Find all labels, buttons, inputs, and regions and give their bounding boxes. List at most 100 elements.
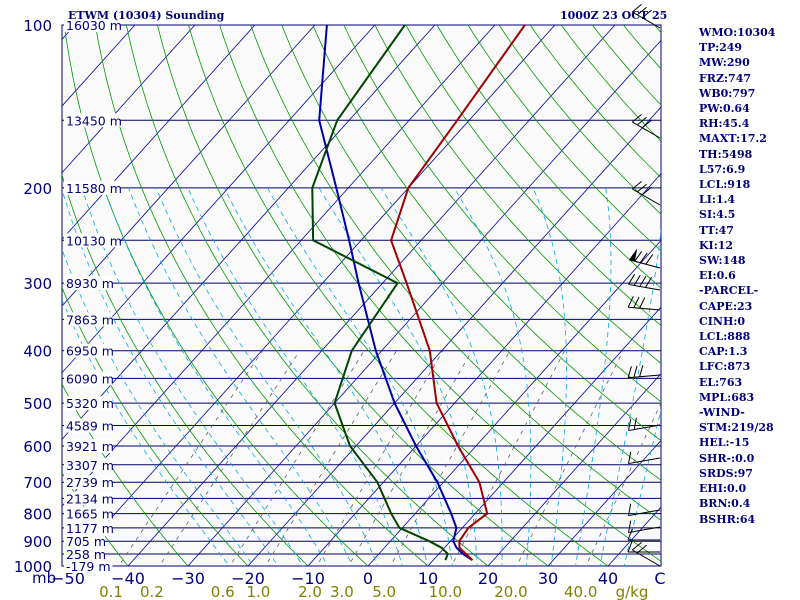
wind-barb — [627, 520, 661, 534]
isotherm-line — [487, 373, 661, 566]
wind-barb-shaft — [628, 424, 661, 432]
temperature-tick-label: −10 — [291, 569, 325, 588]
wind-barb-feather — [645, 254, 654, 265]
sounding-index-item: WB0:797 — [699, 86, 756, 100]
isotherm-line — [62, 25, 256, 240]
wind-barb-feather — [633, 274, 641, 286]
height-label-bg — [64, 276, 113, 291]
temperature-tick-label: 10 — [418, 569, 438, 588]
height-label-bg — [64, 233, 120, 248]
dry-adiabat — [188, 25, 609, 566]
sounding-index-item: MPL:683 — [699, 390, 755, 404]
wind-barb-feather — [645, 276, 653, 288]
sounding-index-item: RH:45.4 — [699, 117, 750, 131]
sounding-index-item: LFC:873 — [699, 360, 751, 374]
height-label-bg — [64, 312, 113, 327]
dry-adiabat — [374, 25, 661, 364]
wind-barb-feather — [636, 6, 647, 16]
wind-barb — [627, 528, 660, 541]
height-label: 705 m — [66, 534, 106, 549]
mixing-ratio-label: 0.6 — [211, 583, 235, 600]
wind-barb — [631, 542, 661, 567]
chart-timestamp: 1000Z 23 OCT 25 — [560, 9, 668, 22]
moist-adiabat — [128, 187, 353, 566]
mixing-ratio-line — [158, 350, 301, 566]
wind-barb-feather — [631, 4, 642, 13]
height-label: 5320 m — [66, 396, 114, 411]
sounding-index-item: KI:12 — [699, 238, 734, 252]
sounding-index-item: LI:1.4 — [699, 193, 736, 207]
wind-barb-feather — [634, 251, 643, 262]
wind-barb-shaft — [628, 457, 661, 465]
mixing-ratio-line — [516, 350, 624, 566]
dry-adiabat — [343, 25, 661, 403]
wind-barb — [627, 503, 661, 517]
mixing-ratio-label: 10.0 — [429, 583, 462, 600]
dry-adiabat — [436, 25, 661, 289]
height-label: 6950 m — [66, 344, 114, 359]
wind-barb-feather — [641, 9, 652, 19]
sounding-index-item: CAP:1.3 — [699, 345, 748, 359]
isotherm-line — [67, 25, 556, 566]
temperature-tick-label: 20 — [478, 569, 498, 588]
height-label: 2134 m — [66, 491, 114, 506]
height-label: 1665 m — [66, 507, 114, 522]
wind-barb — [628, 273, 661, 291]
sounding-index-item: MW:290 — [699, 56, 750, 70]
wind-barb-feather — [636, 116, 647, 126]
wind-barb-pennant — [629, 248, 638, 262]
wind-barb-shaft — [628, 374, 661, 379]
wind-barb-shaft — [632, 549, 661, 567]
mixing-ratio-label: 2.0 — [298, 583, 322, 600]
sounding-index-item: SW:148 — [699, 254, 746, 268]
dry-adiabat — [62, 173, 309, 566]
height-label: -179 m — [66, 559, 111, 574]
mixing-ratio-label: 3.0 — [330, 583, 354, 600]
height-label-bg — [64, 457, 113, 472]
chart-title: ETWM (10304) Sounding — [68, 9, 225, 22]
moist-adiabat — [267, 187, 453, 566]
wind-barb-feather — [639, 252, 648, 263]
wind-barb-feather — [639, 275, 647, 287]
dry-adiabat — [250, 25, 661, 521]
parcel-curve — [318, 25, 473, 561]
sounding-index-item: WMO:10304 — [699, 26, 776, 39]
sounding-index-item: EI:0.6 — [699, 269, 736, 283]
wind-barb-feather — [627, 418, 632, 431]
wind-barb — [631, 4, 661, 29]
wind-barb-shaft — [628, 509, 661, 517]
pressure-tick-label: 800 — [23, 506, 52, 524]
dry-adiabat — [157, 25, 549, 566]
pressure-tick-label: 700 — [23, 474, 52, 492]
mixing-ratio-label: 5.0 — [372, 583, 396, 600]
sounding-index-item: BSHR:64 — [699, 512, 756, 526]
mixing-ratio-label: 1.0 — [246, 583, 270, 600]
mixing-ratio-line — [348, 350, 473, 566]
height-label-bg — [64, 113, 120, 128]
height-label-bg — [64, 559, 113, 573]
mixing-ratio-label: 40.0 — [564, 583, 597, 600]
pressure-tick-label: 500 — [23, 395, 52, 413]
height-label: 1177 m — [66, 521, 114, 536]
wind-barb-feather — [627, 520, 632, 533]
wind-barb-shaft — [628, 283, 661, 291]
height-label-bg — [64, 491, 113, 506]
wind-barb-feather — [631, 542, 642, 551]
height-label: 8930 m — [66, 276, 114, 291]
temperature-curve — [390, 25, 526, 561]
wind-barb-feather — [627, 503, 632, 516]
height-label: 4589 m — [66, 419, 114, 434]
isotherm-line — [187, 39, 661, 566]
isotherm-line — [547, 439, 661, 566]
pressure-tick-label: 300 — [23, 275, 52, 293]
sounding-index-item: SHR-:0.0 — [699, 451, 755, 465]
wind-barb-feather — [627, 366, 632, 378]
temperature-tick-label: 40 — [598, 569, 618, 588]
isotherm-line — [62, 25, 436, 440]
height-label-bg — [64, 371, 113, 386]
height-label: 3921 m — [66, 439, 114, 454]
height-label-bg — [64, 343, 113, 358]
sounding-index-item: CAPE:23 — [699, 299, 753, 313]
wind-barb-feather — [641, 186, 652, 196]
